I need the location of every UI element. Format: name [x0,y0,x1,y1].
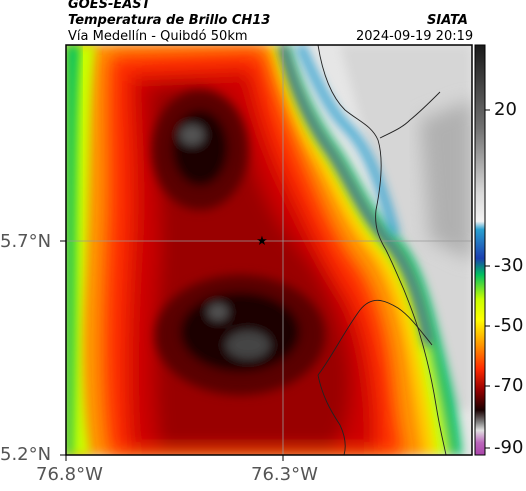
colorbar-tick-minus70: -70 [494,375,524,396]
region-subtitle: Vía Medellín - Quibdó 50km [68,29,248,44]
plot-frame [65,44,473,456]
y-tick-5.7N: 5.7°N [0,231,52,252]
agency-label: SIATA [427,13,468,28]
x-tick-76.3W: 76.3°W [251,464,318,485]
colorbar-tick-20: 20 [494,99,517,120]
station-star-icon: ★ [256,234,268,249]
department-border [317,45,447,455]
y-tick-5.2N: 5.2°N [0,444,52,465]
colorbar-tick-minus50: -50 [494,315,524,336]
colorbar [474,44,490,456]
colorbar-tick-minus90: -90 [494,437,524,458]
x-tick-76.8W: 76.8°W [36,464,103,485]
colorbar-tick-minus30: -30 [494,255,524,276]
satellite-title: GOES-EAST [68,0,151,12]
datetime-label: 2024-09-19 20:19 [356,29,474,44]
imagery-layer: ★ [66,45,472,455]
product-title: Temperatura de Brillo CH13 [68,13,271,28]
